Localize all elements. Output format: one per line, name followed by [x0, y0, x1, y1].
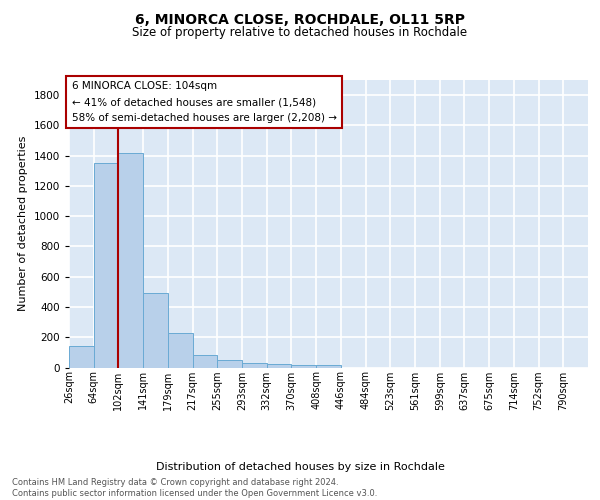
Text: Size of property relative to detached houses in Rochdale: Size of property relative to detached ho… [133, 26, 467, 39]
Bar [292, 365, 316, 368]
Text: Contains HM Land Registry data © Crown copyright and database right 2024.
Contai: Contains HM Land Registry data © Crown c… [12, 478, 377, 498]
Text: 6 MINORCA CLOSE: 104sqm
← 41% of detached houses are smaller (1,548)
58% of semi: 6 MINORCA CLOSE: 104sqm ← 41% of detache… [71, 82, 337, 122]
Y-axis label: Number of detached properties: Number of detached properties [18, 136, 28, 312]
Bar [267, 364, 292, 368]
Bar [118, 154, 143, 368]
Bar [193, 354, 217, 368]
Text: 6, MINORCA CLOSE, ROCHDALE, OL11 5RP: 6, MINORCA CLOSE, ROCHDALE, OL11 5RP [135, 12, 465, 26]
Bar [69, 346, 94, 368]
Bar [94, 163, 118, 368]
Text: Distribution of detached houses by size in Rochdale: Distribution of detached houses by size … [155, 462, 445, 472]
Bar [242, 363, 267, 368]
Bar [316, 365, 341, 368]
Bar [217, 360, 242, 368]
Bar [168, 333, 193, 368]
Bar [143, 292, 168, 368]
